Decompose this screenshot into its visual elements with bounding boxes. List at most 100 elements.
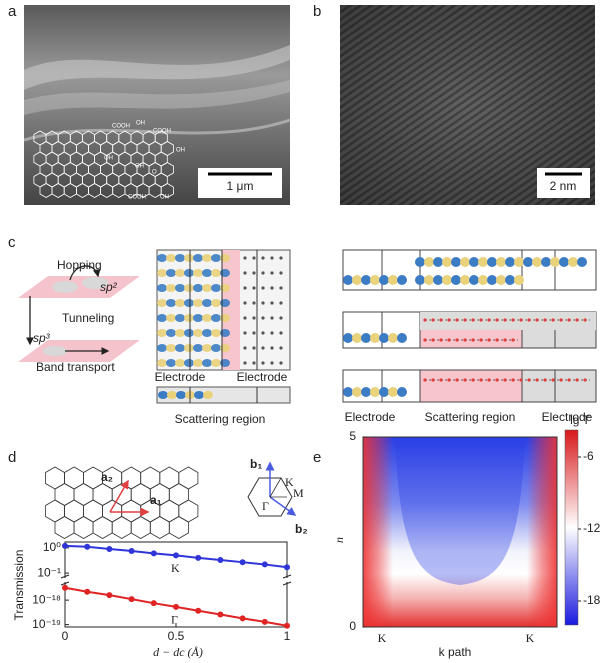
atom bbox=[527, 378, 531, 382]
atom bbox=[463, 378, 467, 382]
text: Scattering region bbox=[175, 412, 266, 426]
text: Electrode bbox=[345, 410, 396, 424]
region bbox=[522, 370, 596, 402]
x-axis-label: k path bbox=[439, 645, 472, 659]
axis-break bbox=[60, 581, 70, 586]
orbital bbox=[166, 284, 176, 292]
atom bbox=[243, 301, 247, 305]
text: b₁ bbox=[250, 457, 262, 471]
orbital bbox=[166, 269, 176, 277]
orbital bbox=[451, 257, 461, 267]
atom bbox=[439, 338, 443, 342]
scatter-stripe bbox=[222, 250, 240, 370]
atom bbox=[519, 378, 523, 382]
atom bbox=[503, 318, 507, 322]
atom bbox=[270, 331, 274, 335]
atom bbox=[551, 378, 555, 382]
atom bbox=[243, 316, 247, 320]
orbital bbox=[211, 254, 221, 262]
x-axis-label: d − dc (Å) bbox=[153, 645, 203, 659]
orbital bbox=[211, 359, 221, 367]
data-point bbox=[106, 545, 113, 552]
orbital bbox=[388, 387, 398, 397]
atom bbox=[567, 378, 571, 382]
atom bbox=[261, 301, 265, 305]
orbital bbox=[211, 284, 221, 292]
atom bbox=[279, 361, 283, 365]
orbital bbox=[343, 387, 353, 397]
orbital bbox=[166, 344, 176, 352]
atom bbox=[479, 378, 483, 382]
atom bbox=[471, 318, 475, 322]
hexagon bbox=[130, 483, 151, 506]
orbital bbox=[166, 299, 176, 307]
hexagon bbox=[64, 499, 84, 523]
atom bbox=[487, 318, 491, 322]
data-point bbox=[284, 564, 290, 571]
data-point bbox=[150, 600, 157, 607]
hexagon bbox=[83, 499, 103, 523]
data-point bbox=[84, 588, 91, 595]
orbital bbox=[388, 333, 398, 343]
heatmap-frame bbox=[362, 436, 558, 628]
orbital bbox=[175, 284, 185, 292]
scale-bar-label: 1 μm bbox=[227, 179, 254, 193]
orbital bbox=[175, 359, 185, 367]
axis-break-gap bbox=[283, 578, 291, 582]
hexagon bbox=[73, 516, 94, 539]
text: Tunneling bbox=[62, 311, 114, 325]
orbital bbox=[193, 329, 203, 337]
atom bbox=[511, 338, 515, 342]
atom bbox=[455, 378, 459, 382]
series-label: K bbox=[171, 561, 180, 575]
orbital bbox=[343, 333, 353, 343]
orbital bbox=[167, 391, 177, 399]
atom bbox=[439, 318, 443, 322]
orbital bbox=[505, 257, 515, 267]
hexagon bbox=[130, 516, 151, 539]
hexagon bbox=[159, 499, 180, 523]
y-tick-label: 10⁻¹⁸ bbox=[32, 592, 61, 606]
data-point bbox=[195, 607, 202, 614]
orbital bbox=[43, 346, 67, 356]
strip-frame bbox=[342, 369, 597, 403]
text: a₂ bbox=[101, 470, 113, 484]
atom bbox=[270, 256, 274, 260]
atom bbox=[583, 378, 587, 382]
region bbox=[420, 312, 596, 330]
orbital bbox=[157, 284, 167, 292]
orbital bbox=[415, 275, 425, 285]
orbital bbox=[193, 344, 203, 352]
colorbar-tick-label: -18 bbox=[583, 593, 601, 607]
orbital bbox=[379, 333, 389, 343]
colorbar-tick-label: -6 bbox=[583, 449, 594, 463]
orbital bbox=[469, 275, 479, 285]
y-axis-label: n bbox=[332, 537, 346, 543]
chem-label: OH bbox=[136, 121, 145, 127]
orbital bbox=[397, 387, 407, 397]
chem-label: O bbox=[152, 170, 157, 176]
data-point bbox=[239, 559, 246, 566]
atom bbox=[431, 378, 435, 382]
atom bbox=[252, 286, 256, 290]
atom bbox=[243, 331, 247, 335]
atom bbox=[479, 318, 483, 322]
orbital bbox=[175, 269, 185, 277]
atom bbox=[471, 378, 475, 382]
orbital bbox=[424, 257, 434, 267]
atom bbox=[455, 318, 459, 322]
orbital bbox=[442, 257, 452, 267]
text: Scattering region bbox=[425, 410, 516, 424]
y-axis-label: Transmission bbox=[12, 550, 26, 621]
scale-bar-label: 2 nm bbox=[550, 179, 577, 193]
data-point bbox=[284, 622, 290, 629]
atom bbox=[243, 286, 247, 290]
orbital bbox=[460, 257, 470, 267]
hexagon bbox=[102, 499, 123, 523]
axis-break bbox=[282, 574, 292, 579]
atom bbox=[567, 318, 571, 322]
orbital bbox=[184, 299, 194, 307]
text: Γ bbox=[262, 499, 269, 513]
orbital bbox=[157, 329, 167, 337]
